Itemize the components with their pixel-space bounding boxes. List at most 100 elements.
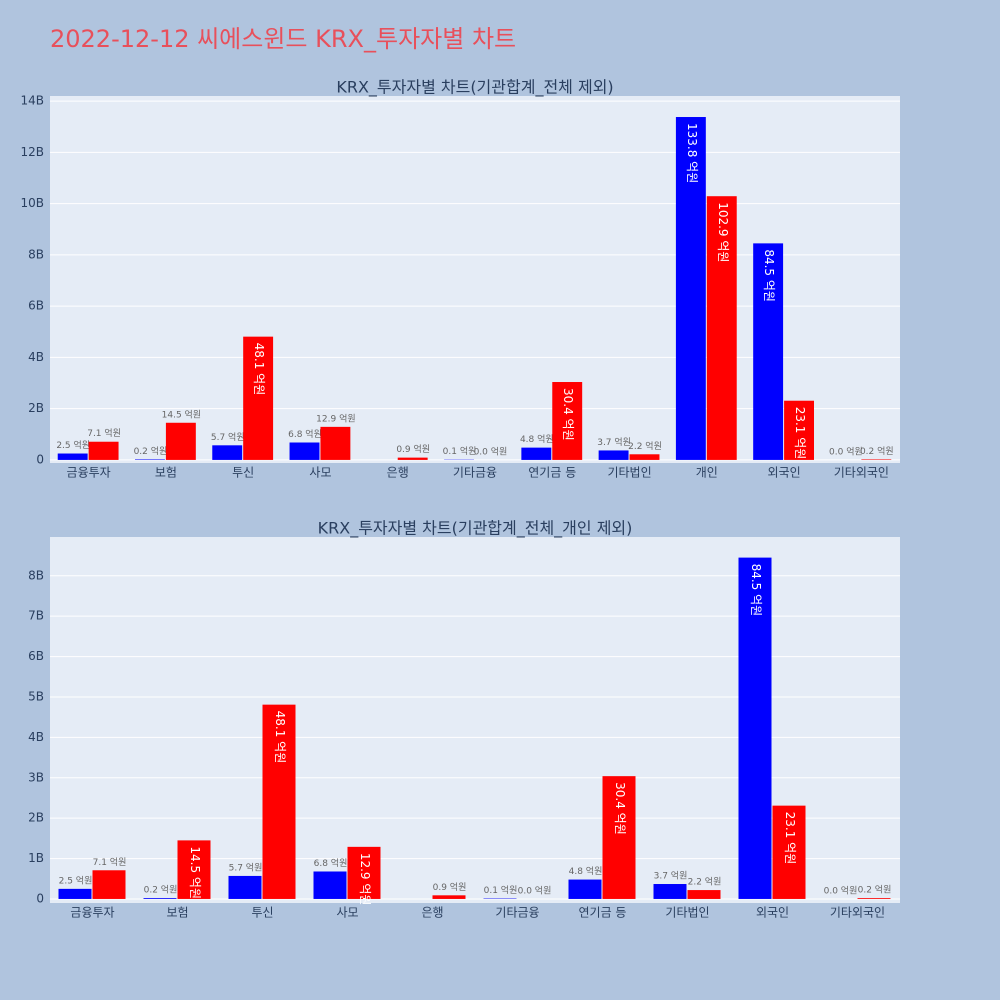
page-title: 2022-12-12 씨에스윈드 KRX_투자자별 차트 bbox=[50, 25, 516, 53]
x-tick-label: 기타금융 bbox=[495, 906, 539, 920]
data-label: 23.1 억원 bbox=[793, 407, 807, 460]
data-label: 14.5 억원 bbox=[162, 408, 201, 420]
bar bbox=[228, 875, 262, 899]
data-label: 4.8 억원 bbox=[569, 865, 603, 877]
bar bbox=[397, 457, 428, 460]
x-tick-label: 기타외국인 bbox=[834, 466, 889, 480]
data-label: 48.1 억원 bbox=[252, 343, 266, 396]
data-label: 0.0 억원 bbox=[474, 445, 508, 457]
y-tick-label: 14B bbox=[20, 94, 44, 108]
data-label: 5.7 억원 bbox=[211, 431, 245, 443]
y-tick-label: 2B bbox=[28, 401, 44, 415]
data-label: 0.0 억원 bbox=[824, 884, 858, 896]
bar bbox=[857, 898, 891, 899]
bar bbox=[58, 888, 92, 899]
data-label: 0.1 억원 bbox=[443, 445, 477, 457]
data-label: 84.5 억원 bbox=[749, 564, 763, 617]
bar bbox=[165, 422, 196, 460]
bar bbox=[320, 426, 351, 460]
data-label: 5.7 억원 bbox=[229, 861, 263, 873]
y-tick-label: 8B bbox=[28, 568, 44, 582]
bar bbox=[653, 884, 687, 899]
data-label: 0.2 억원 bbox=[144, 884, 178, 896]
bar bbox=[313, 871, 347, 899]
bar bbox=[347, 846, 381, 899]
y-tick-label: 5B bbox=[28, 689, 44, 703]
data-label: 102.9 억원 bbox=[716, 202, 730, 262]
data-label: 0.9 억원 bbox=[433, 881, 467, 893]
data-label: 3.7 억원 bbox=[654, 870, 688, 882]
x-tick-label: 개인 bbox=[696, 466, 718, 480]
data-label: 0.0 억원 bbox=[518, 884, 552, 896]
bar bbox=[88, 441, 119, 460]
x-tick-label: 투신 bbox=[251, 906, 273, 920]
bar bbox=[784, 400, 814, 460]
bar bbox=[753, 243, 784, 460]
data-label: 0.9 억원 bbox=[396, 443, 430, 455]
bar bbox=[521, 447, 552, 460]
data-label: 4.8 억원 bbox=[520, 433, 554, 445]
y-tick-label: 7B bbox=[28, 609, 44, 623]
data-label: 2.2 억원 bbox=[628, 440, 662, 452]
x-tick-label: 사모 bbox=[336, 906, 358, 920]
y-tick-label: 2B bbox=[28, 811, 44, 825]
data-label: 2.5 억원 bbox=[59, 874, 93, 886]
x-tick-label: 사모 bbox=[309, 466, 331, 480]
bar bbox=[177, 840, 211, 899]
bar bbox=[92, 870, 126, 899]
x-tick-label: 투신 bbox=[232, 466, 254, 480]
x-tick-label: 은행 bbox=[387, 465, 409, 480]
y-tick-label: 3B bbox=[28, 770, 44, 784]
x-tick-label: 외국인 bbox=[756, 906, 789, 920]
x-tick-label: 보험 bbox=[166, 906, 188, 920]
bar bbox=[598, 450, 629, 460]
data-label: 6.8 억원 bbox=[314, 857, 348, 869]
chart-title: KRX_투자자별 차트(기관합계_전체_개인 제외) bbox=[318, 519, 633, 539]
data-label: 7.1 억원 bbox=[93, 856, 127, 868]
x-tick-label: 보험 bbox=[155, 466, 177, 480]
y-tick-label: 12B bbox=[20, 145, 44, 159]
bar bbox=[289, 442, 320, 460]
data-label: 23.1 억원 bbox=[783, 812, 797, 865]
data-label: 0.0 억원 bbox=[829, 445, 863, 457]
x-tick-label: 금융투자 bbox=[67, 466, 111, 480]
data-label: 0.2 억원 bbox=[858, 884, 892, 896]
data-label: 12.9 억원 bbox=[358, 853, 372, 906]
bar bbox=[143, 898, 177, 899]
y-tick-label: 0 bbox=[36, 452, 44, 466]
y-tick-label: 6B bbox=[28, 649, 44, 663]
data-label: 7.1 억원 bbox=[87, 427, 121, 439]
bar bbox=[706, 196, 737, 460]
data-label: 14.5 억원 bbox=[188, 846, 202, 899]
y-tick-label: 8B bbox=[28, 247, 44, 261]
x-tick-label: 연기금 등 bbox=[579, 906, 627, 920]
data-label: 2.2 억원 bbox=[688, 876, 722, 888]
x-tick-label: 기타외국인 bbox=[830, 906, 885, 920]
data-label: 0.2 억원 bbox=[134, 445, 168, 457]
y-tick-label: 1B bbox=[28, 851, 44, 865]
x-tick-label: 기타금융 bbox=[453, 466, 497, 480]
bar bbox=[135, 459, 165, 460]
data-label: 30.4 억원 bbox=[613, 782, 627, 835]
bar bbox=[675, 117, 706, 460]
data-label: 2.5 억원 bbox=[56, 439, 90, 451]
bar bbox=[738, 557, 772, 899]
x-tick-label: 외국인 bbox=[768, 466, 801, 480]
bar bbox=[552, 382, 583, 460]
bar bbox=[568, 879, 602, 899]
bar bbox=[629, 454, 660, 460]
x-tick-label: 은행 bbox=[421, 905, 443, 920]
data-label: 133.8 억원 bbox=[685, 123, 699, 183]
x-tick-label: 금융투자 bbox=[70, 906, 114, 920]
bar bbox=[772, 805, 806, 899]
x-tick-label: 기타법인 bbox=[607, 466, 651, 480]
data-label: 48.1 억원 bbox=[273, 711, 287, 764]
bar bbox=[861, 459, 892, 460]
data-label: 3.7 억원 bbox=[597, 436, 631, 448]
bar bbox=[57, 453, 88, 460]
data-label: 84.5 억원 bbox=[762, 249, 776, 302]
bar bbox=[432, 895, 466, 899]
data-label: 30.4 억원 bbox=[561, 388, 575, 441]
